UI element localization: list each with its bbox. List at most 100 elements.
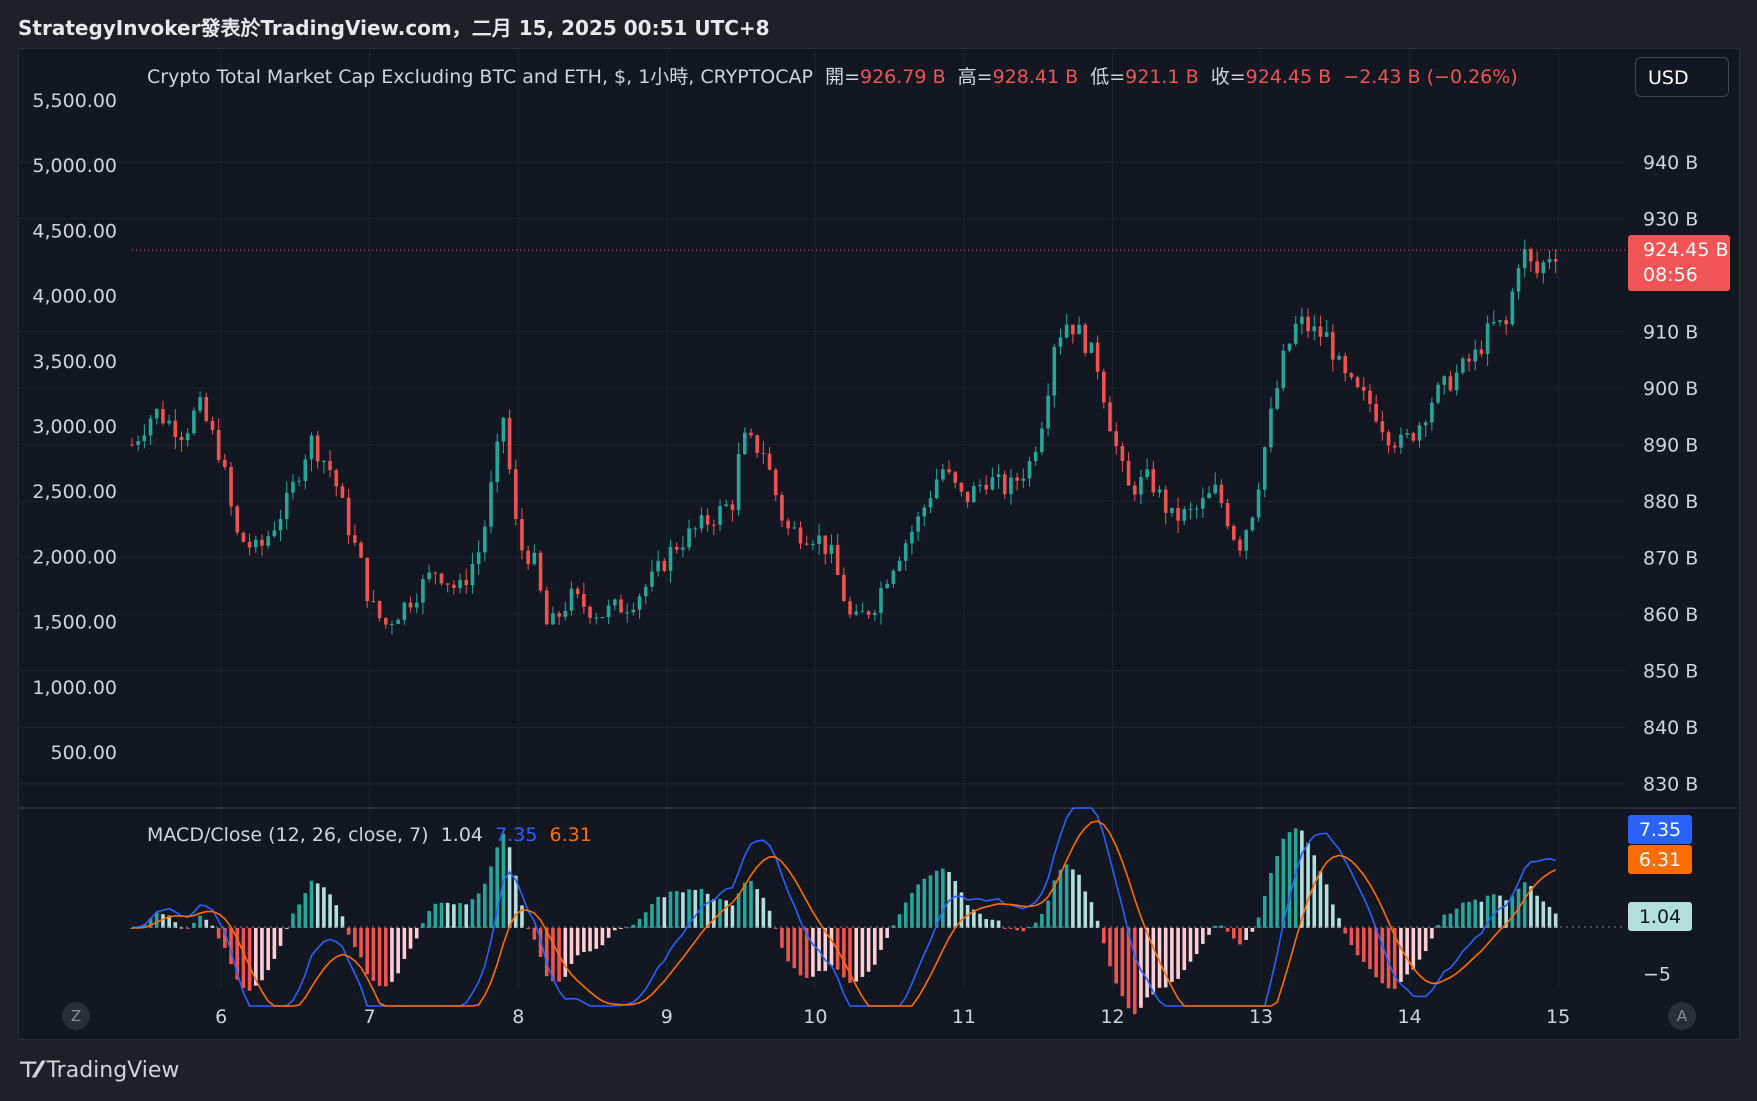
left-axis-tick: 5,000.00 xyxy=(32,155,117,177)
macd-hist-bar xyxy=(173,922,178,928)
macd-value-tag-text: 1.04 xyxy=(1639,906,1681,928)
candle-body xyxy=(885,583,889,589)
macd-hist-bar xyxy=(1547,906,1552,928)
macd-legend-hist: 1.04 xyxy=(440,824,484,846)
macd-hist-bar xyxy=(990,919,995,928)
price-tags: 924.45 B 08:56 7.35 6.31 1.04 xyxy=(1628,235,1730,931)
macd-hist-bar xyxy=(712,899,716,928)
candle-body xyxy=(1231,526,1236,540)
candle-body xyxy=(284,492,289,520)
chart-panel[interactable] xyxy=(18,48,1740,1040)
macd-hist-bar xyxy=(588,927,592,952)
candle-body xyxy=(582,594,586,607)
macd-hist-bar xyxy=(1442,914,1447,928)
macd-hist-bar xyxy=(315,883,320,928)
z-button[interactable]: Z xyxy=(62,1002,90,1030)
candle-body xyxy=(1256,489,1261,518)
candle-body xyxy=(328,461,332,471)
candle-body xyxy=(662,560,667,571)
right-axis-tick: 850 B xyxy=(1643,661,1698,683)
macd-hist-bar xyxy=(513,875,518,928)
a-button[interactable]: A xyxy=(1668,1002,1696,1030)
left-axis-tick: 5,500.00 xyxy=(32,90,117,112)
series-legend: Crypto Total Market Cap Excluding BTC an… xyxy=(147,62,1518,89)
macd-hist-bar xyxy=(414,927,419,939)
macd-hist-bar xyxy=(1009,927,1013,929)
macd-hist-bar xyxy=(1132,927,1137,1015)
macd-hist-bar xyxy=(761,897,766,928)
macd-hist-bar xyxy=(842,927,846,978)
candle-body xyxy=(161,409,165,424)
macd-hist-bar xyxy=(736,893,741,928)
x-axis-tick: 10 xyxy=(803,1006,827,1028)
macd-hist-bar xyxy=(1504,900,1508,928)
candle-body xyxy=(253,539,258,548)
macd-hist-bar xyxy=(693,890,698,928)
macd-hist-bar xyxy=(1021,927,1026,932)
candle-body xyxy=(1213,484,1218,494)
candle-body xyxy=(650,571,654,587)
candle-body xyxy=(1114,431,1118,447)
candle-body xyxy=(1479,349,1484,354)
legend-close: 924.45 B xyxy=(1245,66,1332,88)
candle-body xyxy=(656,560,660,572)
candle-body xyxy=(619,599,623,613)
candle-body xyxy=(860,611,865,613)
macd-hist-bar xyxy=(1269,872,1273,928)
macd-hist-bar xyxy=(1361,927,1366,962)
macd-hist-bar xyxy=(396,927,400,974)
macd-hist-bar xyxy=(1052,880,1057,928)
macd-hist-bar xyxy=(848,927,852,983)
x-axis-tick: 14 xyxy=(1397,1006,1421,1028)
candle-body xyxy=(1009,477,1013,495)
macd-hist-bar xyxy=(792,927,797,969)
right-axis-tick: 830 B xyxy=(1643,774,1698,796)
candle-body xyxy=(699,515,704,529)
candle-body xyxy=(1337,356,1341,360)
candle-body xyxy=(173,420,178,437)
left-axis-tick: 500.00 xyxy=(51,742,117,764)
candle-body xyxy=(1139,477,1143,495)
candle-body xyxy=(322,461,326,463)
candle-body xyxy=(1380,421,1385,433)
macd-legend: MACD/Close (12, 26, close, 7) 1.04 7.35 … xyxy=(147,824,592,846)
candle-body xyxy=(1102,371,1106,403)
macd-hist-bar xyxy=(1262,895,1267,928)
currency-button[interactable]: USD xyxy=(1635,57,1729,97)
macd-hist-bar xyxy=(786,927,790,962)
macd-hist-bar xyxy=(520,905,524,928)
macd-hist-bar xyxy=(1300,830,1304,928)
candle-body xyxy=(811,543,815,545)
macd-hist-bar xyxy=(631,924,636,928)
macd-value-tag xyxy=(1628,902,1692,931)
candle-body xyxy=(823,535,828,554)
candle-body xyxy=(247,541,252,548)
tradingview-logo[interactable]: ⊤⁄⁄ TradingView xyxy=(18,1058,179,1083)
macd-hist-bar xyxy=(625,927,629,929)
macd-hist-bar xyxy=(309,880,314,928)
macd-hist-bar xyxy=(860,927,865,977)
macd-hist-bar xyxy=(148,918,153,928)
x-axis-tick: 7 xyxy=(364,1006,376,1028)
macd-hist-bar xyxy=(1498,895,1502,928)
candle-body xyxy=(1052,346,1057,396)
right-axis-tick: 930 B xyxy=(1643,209,1698,231)
macd-hist-bar xyxy=(984,919,989,928)
macd-hist-bar xyxy=(470,899,475,928)
candle-body xyxy=(408,602,413,608)
macd-hist-bar xyxy=(1293,828,1298,928)
grid xyxy=(19,50,1625,990)
macd-hist-bar xyxy=(1349,927,1354,946)
macd-hist-bar xyxy=(544,927,549,977)
macd-hist-bar xyxy=(1541,901,1546,928)
macd-hist-bar xyxy=(922,878,927,928)
macd-hist-bar xyxy=(142,924,147,928)
macd-hist-bar xyxy=(1139,927,1143,1008)
candle-body xyxy=(260,539,264,546)
macd-hist-bar xyxy=(1002,927,1007,929)
candle-body xyxy=(241,532,246,542)
macd-hist-bar xyxy=(272,927,277,959)
macd-hist-bar xyxy=(526,927,530,929)
macd-hist-bar xyxy=(452,904,456,928)
